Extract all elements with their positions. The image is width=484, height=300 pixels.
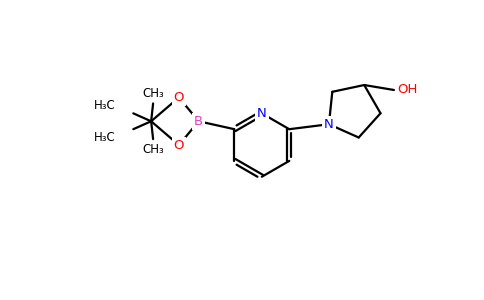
Text: OH: OH [397, 83, 417, 97]
Text: N: N [257, 107, 267, 120]
Text: CH₃: CH₃ [142, 87, 164, 100]
Text: O: O [174, 91, 184, 104]
Text: B: B [194, 115, 203, 128]
Text: N: N [324, 118, 334, 131]
Text: CH₃: CH₃ [142, 142, 164, 155]
Text: O: O [174, 139, 184, 152]
Text: H₃C: H₃C [94, 99, 116, 112]
Text: H₃C: H₃C [94, 130, 116, 144]
